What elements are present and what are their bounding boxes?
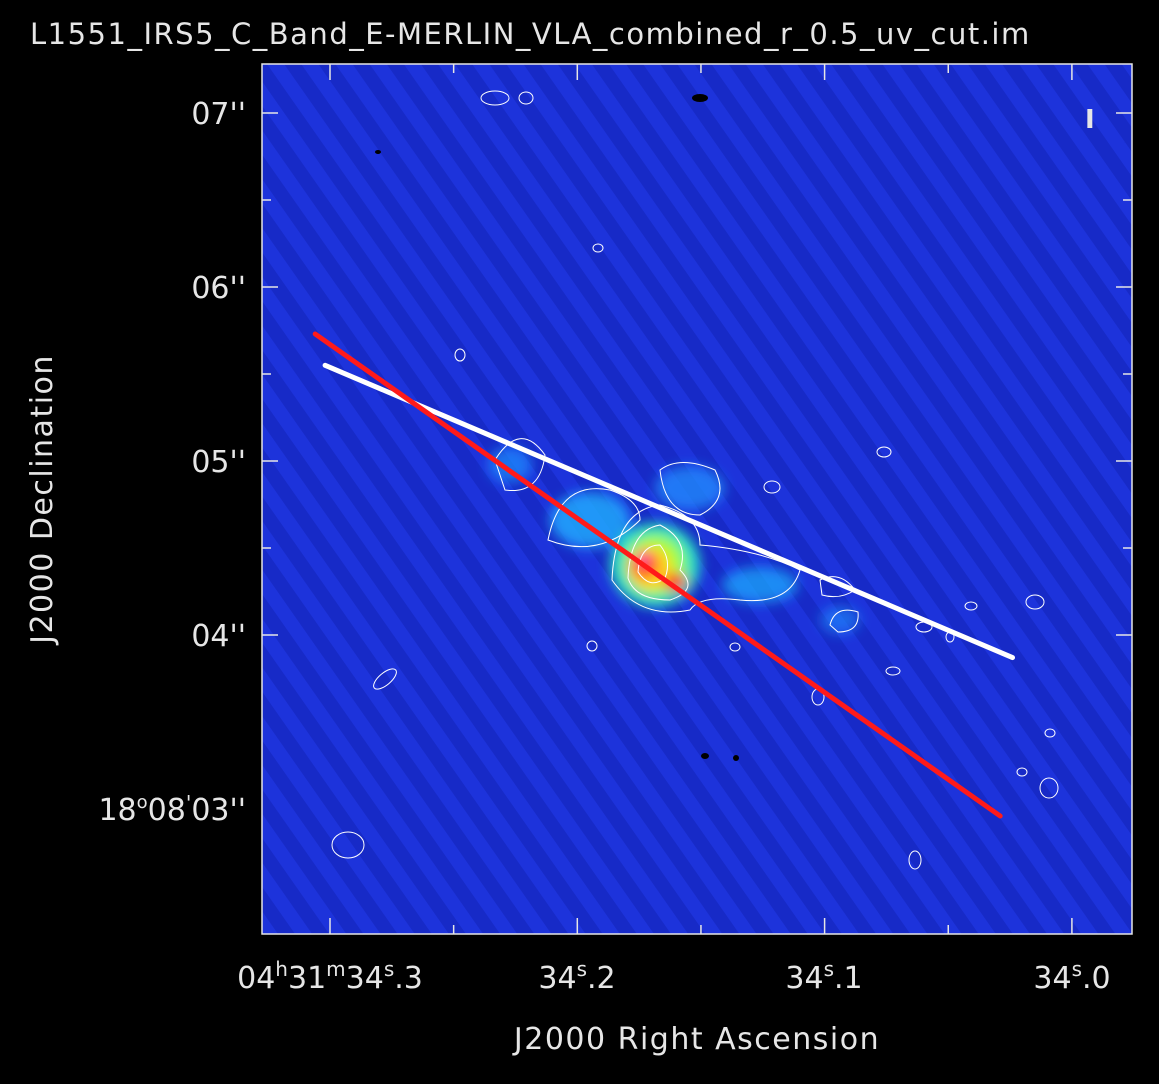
x-tick-label-34-2: 34s.2 bbox=[538, 957, 615, 996]
x-tick-label-34-1: 34s.1 bbox=[785, 957, 862, 996]
red-line bbox=[312, 331, 1003, 819]
axis-ticks bbox=[262, 64, 1132, 934]
image-panel bbox=[262, 64, 1132, 934]
y-tick-labels: 07'' 06'' 05'' 04'' 18o08'03'' bbox=[98, 97, 246, 828]
y-tick-label-07: 07'' bbox=[191, 97, 246, 132]
x-tick-labels: 04h31m34s.3 34s.2 34s.1 34s.0 bbox=[237, 957, 1111, 996]
stokes-label: I bbox=[1085, 105, 1095, 135]
y-tick-label-03: 18o08'03'' bbox=[98, 791, 246, 828]
x-axis-label: J2000 Right Ascension bbox=[512, 1022, 880, 1057]
white-line bbox=[322, 362, 1015, 661]
image-title: L1551_IRS5_C_Band_E-MERLIN_VLA_combined_… bbox=[30, 17, 1031, 51]
y-tick-label-05: 05'' bbox=[191, 445, 246, 480]
y-tick-label-04: 04'' bbox=[191, 619, 246, 654]
negative-spots bbox=[375, 94, 739, 761]
y-tick-label-06: 06'' bbox=[191, 271, 246, 306]
x-tick-label-34-3: 04h31m34s.3 bbox=[237, 957, 423, 996]
y-axis-label: J2000 Declination bbox=[25, 354, 60, 646]
x-tick-label-34-0: 34s.0 bbox=[1033, 957, 1110, 996]
plot-frame bbox=[261, 63, 1133, 935]
